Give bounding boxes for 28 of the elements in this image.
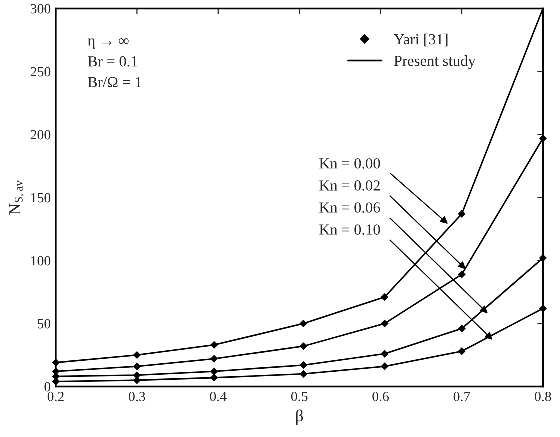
point bbox=[300, 361, 308, 370]
y-tick-label: 50 bbox=[38, 319, 51, 329]
x-tick-label: 0.2 bbox=[48, 392, 64, 402]
annotation: Kn = 0.02 bbox=[320, 180, 380, 191]
point bbox=[458, 270, 466, 278]
annotation: Kn = 0.10 bbox=[320, 224, 380, 236]
y-tick-label: 100 bbox=[32, 256, 51, 266]
y-tick-label: 150 bbox=[32, 193, 51, 203]
x-tick-label: 0.3 bbox=[129, 392, 146, 402]
legend-label: Present study bbox=[394, 56, 476, 70]
x-tick-label: 0.4 bbox=[210, 392, 227, 402]
x-tick-label: 0.7 bbox=[454, 392, 470, 402]
annotation: Kn = 0.06 bbox=[320, 202, 380, 213]
y-tick-label: 0 bbox=[44, 382, 51, 392]
legend-label: Yari [31] bbox=[394, 34, 448, 47]
y-axis-title: N$_{S,av}$ bbox=[10, 180, 25, 215]
x-tick-label: 0.5 bbox=[291, 392, 308, 402]
x-tick-label: 0.8 bbox=[535, 392, 552, 402]
y-tick-label: 200 bbox=[30, 130, 51, 140]
annotation: Br/Ω = 1 bbox=[88, 77, 142, 88]
annotation: Kn = 0.00 bbox=[320, 158, 380, 169]
y-tick-label: 250 bbox=[30, 67, 51, 77]
y-tick-label: 300 bbox=[30, 4, 51, 14]
x-tick-label: 0.6 bbox=[372, 392, 390, 402]
x-axis-title: β bbox=[296, 410, 304, 426]
point bbox=[458, 348, 466, 356]
annotation: Br = 0.1 bbox=[88, 56, 138, 67]
annotation: η → ∞ bbox=[88, 38, 129, 50]
